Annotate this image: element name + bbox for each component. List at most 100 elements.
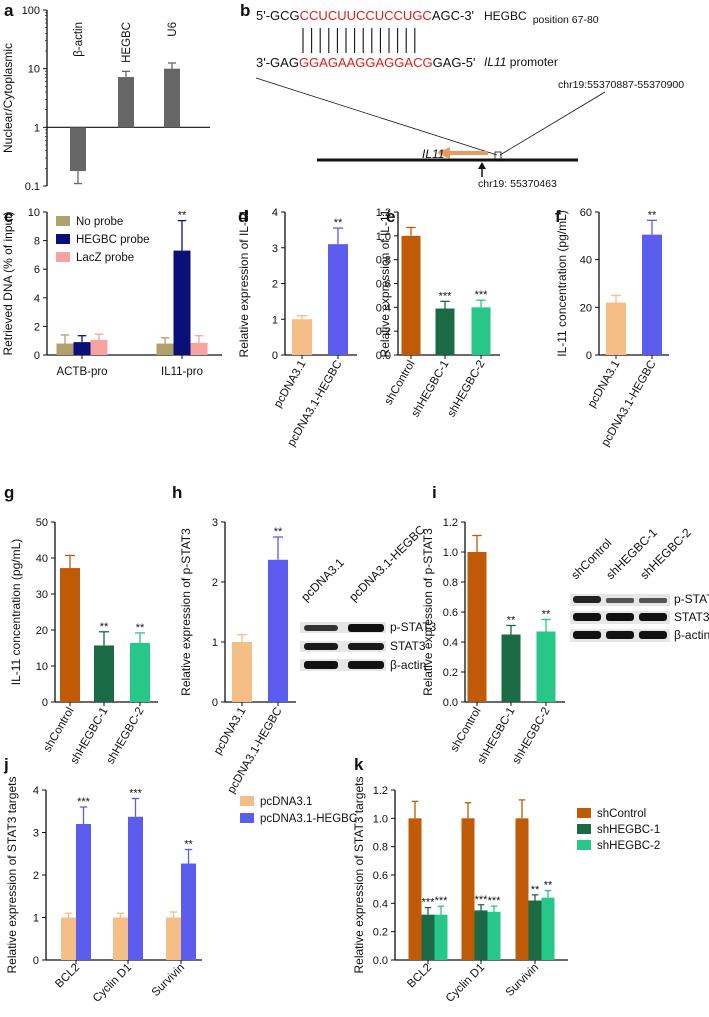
legend-label: HEGBC probe xyxy=(76,234,150,246)
y-tick-label: 0.8 xyxy=(443,577,458,589)
chart-a: 0.1 1 10 100 Nuclear/Cytoplasmic β-actin HEGBC… xyxy=(1,5,210,193)
bar xyxy=(60,568,80,702)
y-tick-label: 1 xyxy=(212,637,218,649)
y-tick-label: 0.0 xyxy=(376,350,391,362)
bar xyxy=(268,559,288,702)
significance-label: ** xyxy=(507,615,516,627)
chart-k: 0.0 0.2 0.4 0.6 0.8 1.0 1.2 Relative expression… xyxy=(352,777,660,1005)
legend-label: pcDNA3.1-HEGBC xyxy=(260,813,357,825)
chart-g: 0 10 20 30 40 50 IL-11 concentration (pg/mL) sh… xyxy=(9,517,158,766)
hegbc-sequence: 5'-GCGCCUCUUCCUCCUGCAGC-3' xyxy=(256,8,474,23)
panel-label-i: i xyxy=(432,483,437,502)
legend-label: shHEGBC-2 xyxy=(597,840,660,852)
bar xyxy=(90,339,108,355)
blot-h-label-pstat3: p-STAT3 xyxy=(390,620,437,634)
chart-d: 0 1 2 3 4 Relative expression of IL-11 pcDNA3.… xyxy=(237,207,357,449)
bar xyxy=(421,914,435,960)
x-category-label: β-actin xyxy=(73,22,85,57)
y-tick-label: 0.4 xyxy=(443,637,458,649)
y-tick-label: 60 xyxy=(580,207,592,219)
y-tick-label: 0.0 xyxy=(373,955,388,967)
blot-i-band xyxy=(573,631,601,639)
y-tick-label: 0.2 xyxy=(373,927,388,939)
y-axis-label: Nuclear/Cytoplasmic xyxy=(1,43,15,153)
y-tick-label: 50 xyxy=(36,517,48,529)
panel-b-alignment-diagram: 5'-GCGCCUCUUCCUCCUGCAGC-3' 3'-GAGGGAGAAG… xyxy=(255,8,684,190)
y-tick-label: 0 xyxy=(272,350,278,362)
y-tick-label: 0 xyxy=(212,697,218,709)
y-tick-label: 0.8 xyxy=(373,842,388,854)
legend-swatch xyxy=(56,252,70,262)
bar xyxy=(113,917,128,960)
y-tick-label: 2 xyxy=(212,577,218,589)
significance-label: ** xyxy=(648,209,657,221)
bar xyxy=(328,244,348,355)
y-tick-label: 0.2 xyxy=(443,667,458,679)
bar xyxy=(471,307,491,355)
bar xyxy=(61,917,76,960)
blot-i-band xyxy=(573,613,601,621)
y-axis-label: IL-11 concentration (pg/mL) xyxy=(555,210,569,357)
blot-h-label-stat3: STAT3 xyxy=(390,639,426,653)
y-tick-label: 1.0 xyxy=(376,231,391,243)
x-category-label: ACTB-pro xyxy=(56,366,107,378)
bar xyxy=(164,68,180,128)
chart-c: 0 2 4 6 8 10 Retrieved DNA (% of input) ACTB-pr… xyxy=(1,207,222,378)
x-category-label: pcDNA3.1 xyxy=(212,706,249,757)
panel-label-j: j xyxy=(3,755,9,774)
significance-label: *** xyxy=(439,290,453,302)
il11-gene-label: IL11 xyxy=(422,147,444,161)
bar xyxy=(156,343,174,355)
il11-gene-arrowhead xyxy=(437,147,450,159)
blot-i-label-pstat3: p-STAT3 xyxy=(674,592,709,606)
bar xyxy=(56,343,74,355)
x-category-label: pcDNA3.1 xyxy=(272,359,309,410)
y-tick-label: 10 xyxy=(28,207,40,219)
bar xyxy=(73,342,91,355)
x-category-label: shControl xyxy=(42,706,77,755)
western-blot-h: pcDNA3.1 pcDNA3.1-HEGBC p-STAT3 STAT3 β-… xyxy=(298,522,436,672)
x-category-label: shHEGBC-1 xyxy=(410,359,452,420)
bar xyxy=(130,642,150,702)
panel-label-k: k xyxy=(354,755,364,774)
y-tick-label: 0.6 xyxy=(443,607,458,619)
y-tick-label: 4 xyxy=(33,785,39,797)
legend-swatch xyxy=(56,216,70,226)
x-category-label: Survivin xyxy=(504,962,541,999)
bar xyxy=(536,631,556,702)
significance-label: ** xyxy=(544,880,553,892)
y-tick-label: 1 xyxy=(34,122,40,134)
blot-h-band xyxy=(348,624,384,632)
chr-range-label: chr19:55370887-55370900 xyxy=(558,79,684,91)
bar xyxy=(118,77,134,128)
hegbc-label: HEGBC position 67-80 xyxy=(484,9,599,26)
blot-i-band xyxy=(573,596,601,603)
y-tick-label: 1.0 xyxy=(443,547,458,559)
significance-label: *** xyxy=(422,897,436,909)
blot-i-band xyxy=(606,598,634,603)
y-tick-label: 0 xyxy=(42,697,48,709)
blot-i-band xyxy=(639,631,667,639)
significance-label: *** xyxy=(129,788,143,800)
legend-label: No probe xyxy=(76,216,123,228)
y-tick-label: 2 xyxy=(34,321,40,333)
y-tick-label: 10 xyxy=(28,64,40,76)
panel-label-c: c xyxy=(4,207,13,226)
y-axis-label: Relative expression of IL-11 xyxy=(378,209,392,357)
western-blot-i: shControl shHEGBC-1 shHEGBC-2 p-STAT3 ST… xyxy=(568,525,709,642)
y-tick-label: 8 xyxy=(34,236,40,248)
y-tick-label: 1.0 xyxy=(373,813,388,825)
significance-label: ** xyxy=(178,210,187,222)
y-tick-label: 30 xyxy=(36,589,48,601)
y-axis-label: Relative expression of STAT3 targets xyxy=(5,777,19,974)
y-tick-label: 40 xyxy=(580,255,592,267)
bar xyxy=(501,634,521,702)
x-category-label: Cyclin D1 xyxy=(444,962,487,1005)
bar xyxy=(76,824,91,960)
x-category-label: BCL2 xyxy=(53,962,82,991)
blot-h-lane-label: pcDNA3.1-HEGBC xyxy=(346,522,428,604)
bar xyxy=(474,910,488,960)
bar xyxy=(435,308,455,355)
binding-site-box xyxy=(494,151,502,161)
